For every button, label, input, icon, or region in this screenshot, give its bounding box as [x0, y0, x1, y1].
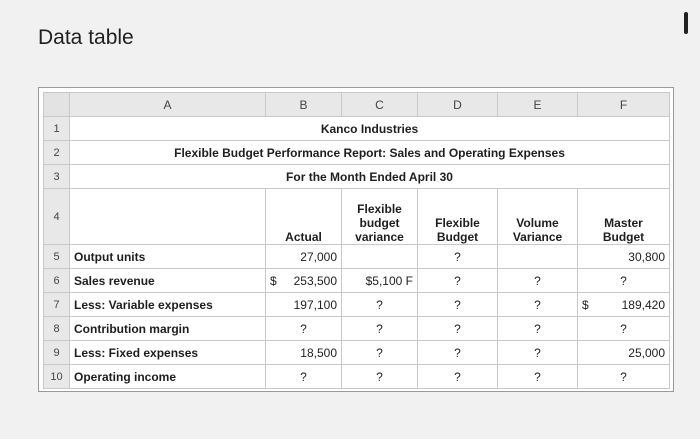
row-number[interactable]: 9 — [43, 340, 70, 365]
cell-e8[interactable]: ? — [497, 316, 578, 341]
table-row: 1 Kanco Industries — [43, 116, 670, 141]
table-row: 10 Operating income ? ? ? ? ? — [43, 364, 670, 389]
table-row: 4 Actual Flexible budget variance Flexib… — [43, 188, 670, 245]
table-row: 3 For the Month Ended April 30 — [43, 164, 670, 189]
row-number[interactable]: 8 — [43, 316, 70, 341]
cell-d8[interactable]: ? — [417, 316, 498, 341]
row-label[interactable]: Output units — [69, 244, 266, 269]
close-icon[interactable] — [684, 12, 688, 34]
cell-b10[interactable]: ? — [265, 364, 342, 389]
cell-f7[interactable]: $189,420 — [577, 292, 670, 317]
header-flexible-budget[interactable]: Flexible Budget — [417, 188, 498, 245]
report-period-cell[interactable]: For the Month Ended April 30 — [69, 164, 670, 189]
row-number[interactable]: 5 — [43, 244, 70, 269]
cell-d9[interactable]: ? — [417, 340, 498, 365]
column-header-f[interactable]: F — [577, 92, 670, 117]
cell-e6[interactable]: ? — [497, 268, 578, 293]
column-header-e[interactable]: E — [497, 92, 578, 117]
dollar-sign: $ — [270, 273, 277, 288]
cell-d6[interactable]: ? — [417, 268, 498, 293]
row-label[interactable]: Sales revenue — [69, 268, 266, 293]
cell-c7[interactable]: ? — [341, 292, 418, 317]
header-volume-variance[interactable]: Volume Variance — [497, 188, 578, 245]
cell-c5[interactable] — [341, 244, 418, 269]
cell-b8[interactable]: ? — [265, 316, 342, 341]
cell-b9[interactable]: 18,500 — [265, 340, 342, 365]
table-row: 9 Less: Fixed expenses 18,500 ? ? ? 25,0… — [43, 340, 670, 365]
cell-c9[interactable]: ? — [341, 340, 418, 365]
row-number[interactable]: 7 — [43, 292, 70, 317]
row-number[interactable]: 2 — [43, 140, 70, 165]
corner-cell[interactable] — [43, 92, 70, 117]
cell-value: 189,420 — [621, 297, 665, 312]
dollar-sign: $ — [582, 297, 589, 312]
cell-c6[interactable]: $5,100 F — [341, 268, 418, 293]
cell-c10[interactable]: ? — [341, 364, 418, 389]
column-header-c[interactable]: C — [341, 92, 418, 117]
table-row: 7 Less: Variable expenses 197,100 ? ? ? … — [43, 292, 670, 317]
cell-f6[interactable]: ? — [577, 268, 670, 293]
cell-f5[interactable]: 30,800 — [577, 244, 670, 269]
header-actual[interactable]: Actual — [265, 188, 342, 245]
data-table: A B C D E F 1 Kanco Industries 2 Flexibl… — [43, 92, 670, 389]
column-header-d[interactable]: D — [417, 92, 498, 117]
row-label[interactable]: Less: Fixed expenses — [69, 340, 266, 365]
column-header-b[interactable]: B — [265, 92, 342, 117]
row-number[interactable]: 4 — [43, 188, 70, 245]
header-flexible-budget-variance[interactable]: Flexible budget variance — [341, 188, 418, 245]
row-label[interactable]: Contribution margin — [69, 316, 266, 341]
cell-b6[interactable]: $253,500 — [265, 268, 342, 293]
cell-d5[interactable]: ? — [417, 244, 498, 269]
table-row: 2 Flexible Budget Performance Report: Sa… — [43, 140, 670, 165]
row-number[interactable]: 6 — [43, 268, 70, 293]
cell-a4[interactable] — [69, 188, 266, 245]
cell-e7[interactable]: ? — [497, 292, 578, 317]
row-label[interactable]: Less: Variable expenses — [69, 292, 266, 317]
row-label[interactable]: Operating income — [69, 364, 266, 389]
column-header-a[interactable]: A — [69, 92, 266, 117]
cell-b5[interactable]: 27,000 — [265, 244, 342, 269]
header-master-budget[interactable]: Master Budget — [577, 188, 670, 245]
table-row: 6 Sales revenue $253,500 $5,100 F ? ? ? — [43, 268, 670, 293]
table-row: 8 Contribution margin ? ? ? ? ? — [43, 316, 670, 341]
cell-e9[interactable]: ? — [497, 340, 578, 365]
cell-e10[interactable]: ? — [497, 364, 578, 389]
cell-value: 253,500 — [293, 273, 337, 288]
column-header-row: A B C D E F — [43, 92, 670, 117]
cell-f8[interactable]: ? — [577, 316, 670, 341]
table-row: 5 Output units 27,000 ? 30,800 — [43, 244, 670, 269]
cell-e5[interactable] — [497, 244, 578, 269]
report-title-cell[interactable]: Flexible Budget Performance Report: Sale… — [69, 140, 670, 165]
row-number[interactable]: 3 — [43, 164, 70, 189]
cell-d7[interactable]: ? — [417, 292, 498, 317]
page-title: Data table — [38, 26, 134, 49]
cell-f9[interactable]: 25,000 — [577, 340, 670, 365]
cell-b7[interactable]: 197,100 — [265, 292, 342, 317]
cell-c8[interactable]: ? — [341, 316, 418, 341]
row-number[interactable]: 10 — [43, 364, 70, 389]
company-name-cell[interactable]: Kanco Industries — [69, 116, 670, 141]
cell-f10[interactable]: ? — [577, 364, 670, 389]
cell-d10[interactable]: ? — [417, 364, 498, 389]
row-number[interactable]: 1 — [43, 116, 70, 141]
